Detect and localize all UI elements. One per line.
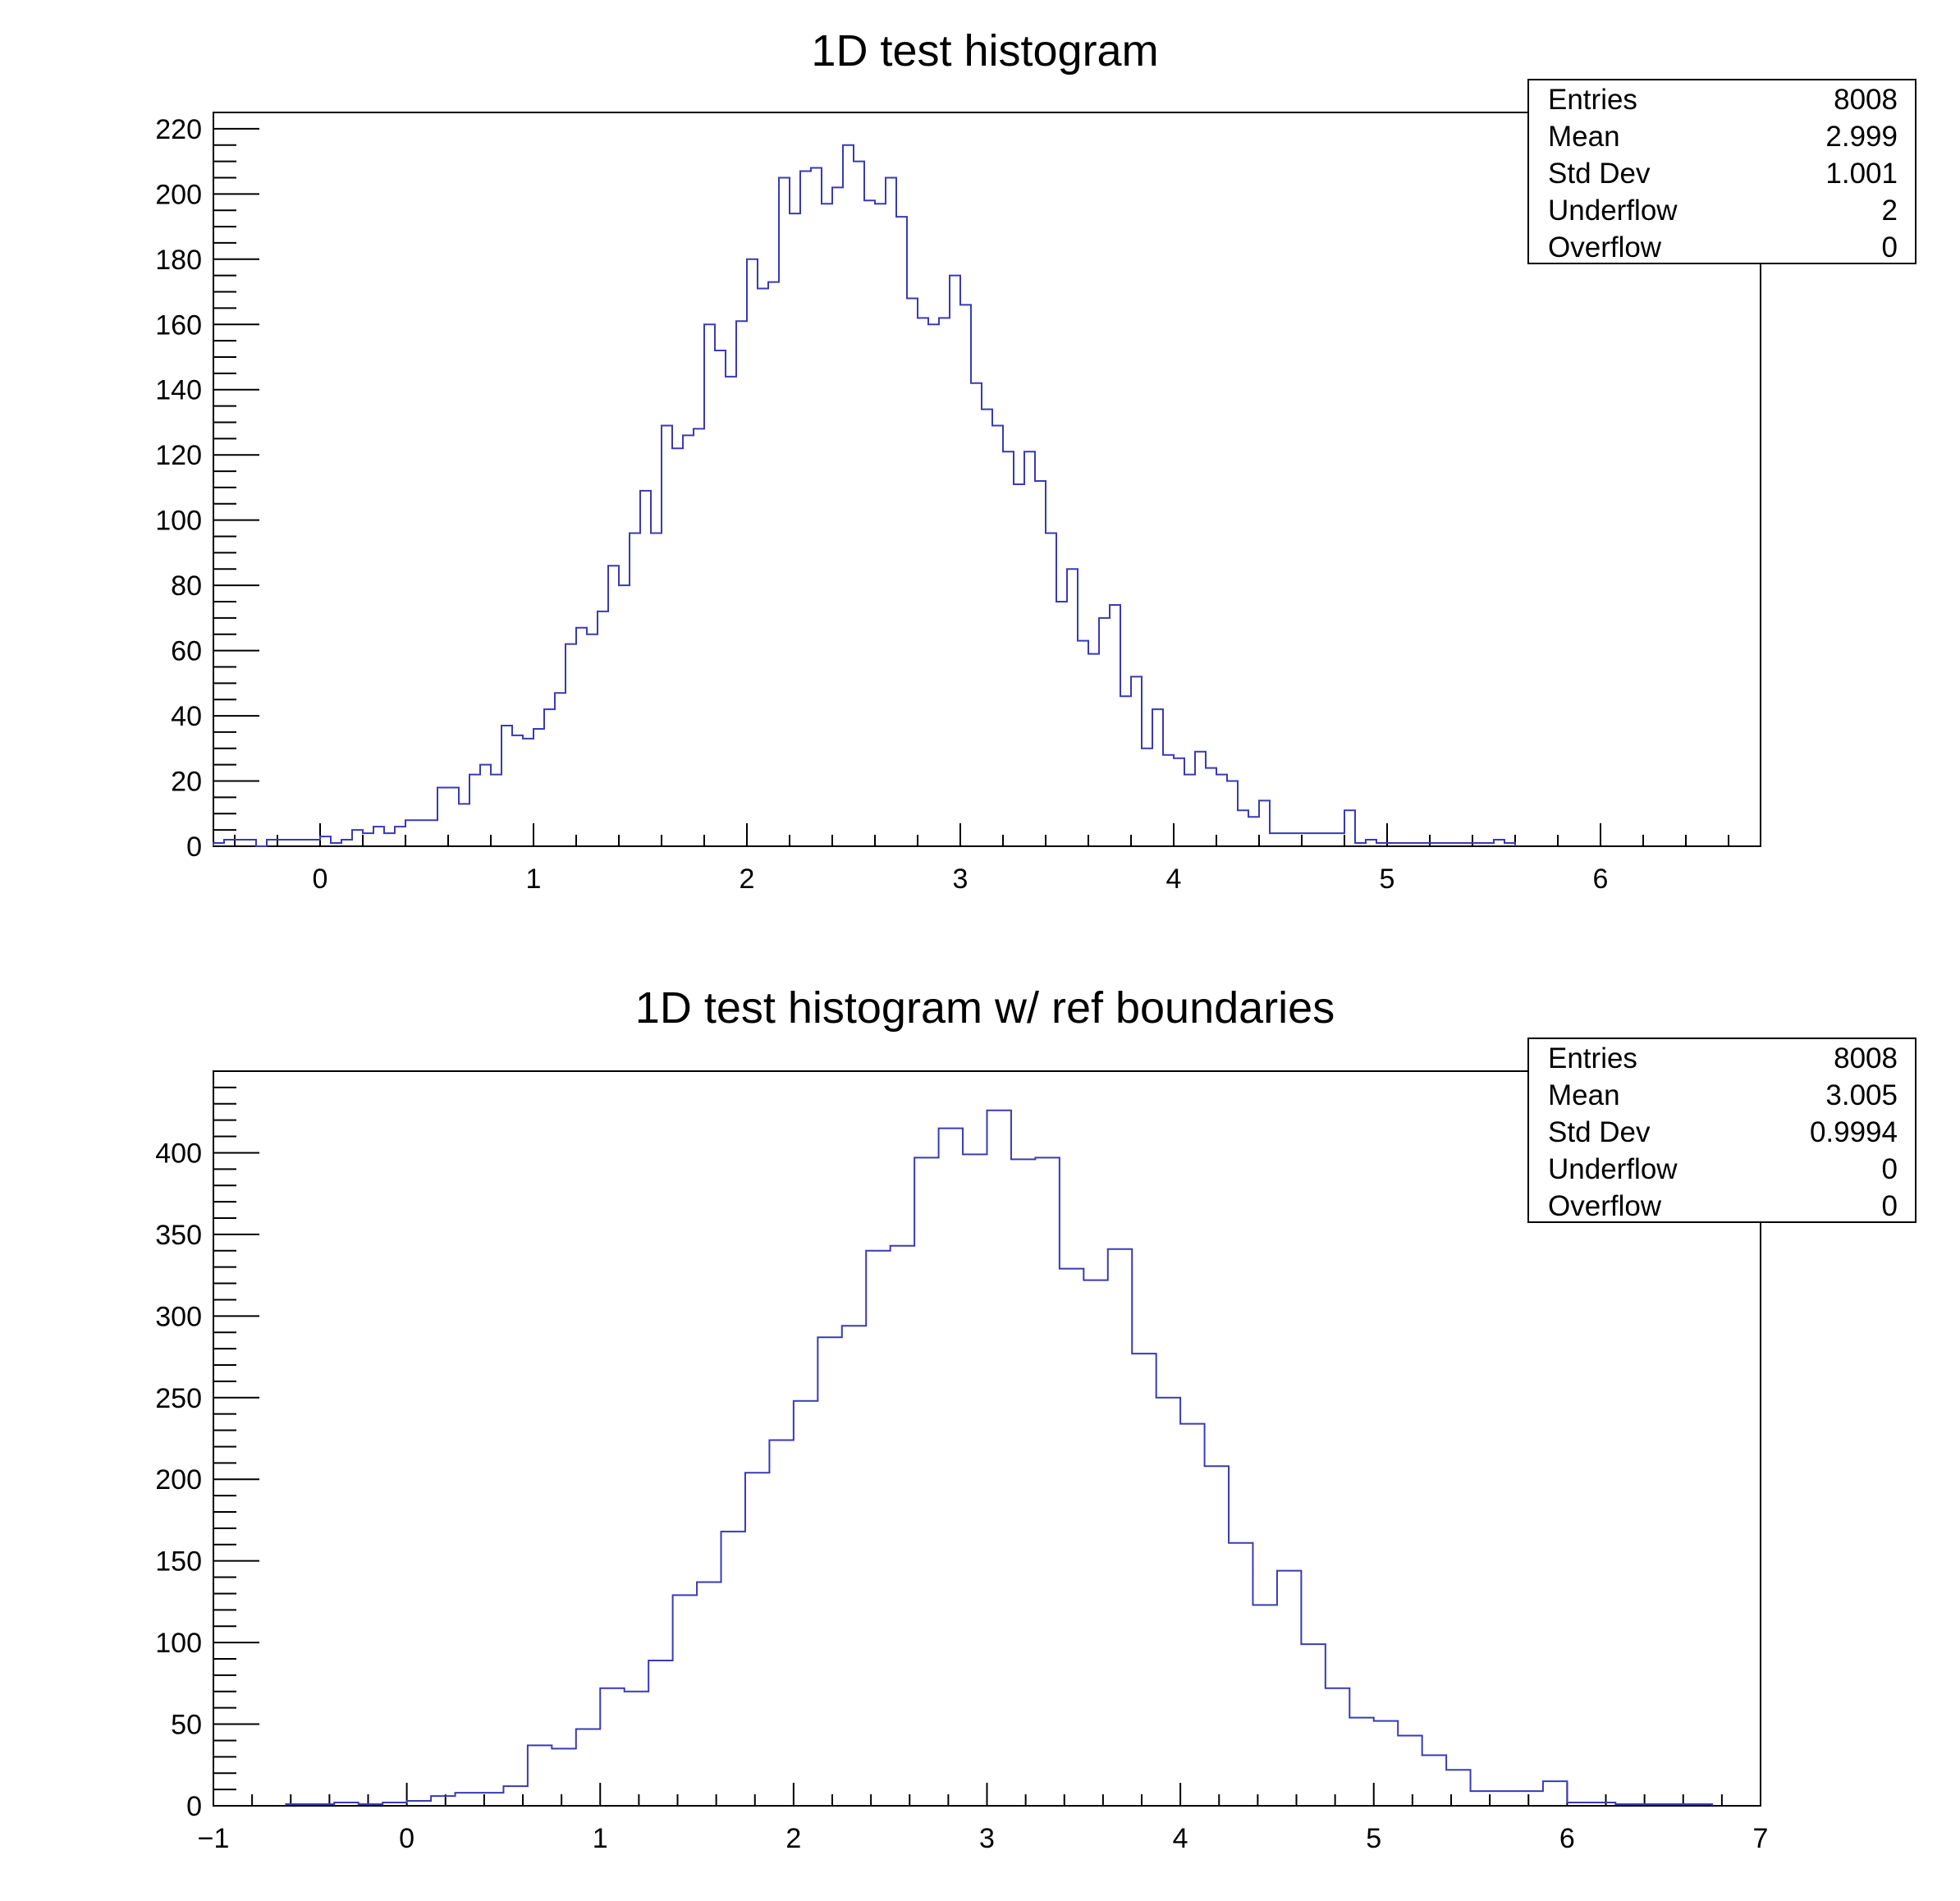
x-tick-label: 0 bbox=[399, 1823, 414, 1854]
x-tick-label: 6 bbox=[1559, 1823, 1575, 1854]
x-tick-label: 2 bbox=[740, 863, 755, 895]
y-tick-label: 100 bbox=[155, 506, 202, 537]
stats-value-mean: 2.999 bbox=[1825, 121, 1898, 153]
stats-label-entries: Entries bbox=[1548, 1042, 1637, 1074]
histogram-panel-2: 1D test histogram w/ ref boundaries 0501… bbox=[155, 983, 1916, 1854]
histogram-series bbox=[285, 1109, 1714, 1806]
x-tick-label: 3 bbox=[979, 1823, 995, 1854]
y-tick-label: 160 bbox=[155, 309, 202, 341]
x-tick-label: 5 bbox=[1366, 1823, 1381, 1854]
y-tick-label: 40 bbox=[171, 701, 202, 732]
y-tick-label: 180 bbox=[155, 245, 202, 276]
stats-value-mean: 3.005 bbox=[1825, 1079, 1898, 1111]
y-tick-label: 250 bbox=[155, 1383, 202, 1414]
stats-value-underflow: 2 bbox=[1882, 195, 1898, 227]
x-tick-label: 5 bbox=[1380, 863, 1395, 895]
x-tick-label: 1 bbox=[593, 1823, 608, 1854]
chart-title: 1D test histogram w/ ref boundaries bbox=[635, 983, 1335, 1033]
y-tick-label: 140 bbox=[155, 375, 202, 406]
y-axis: 0 50 100 150 200 250 300 350 400 bbox=[155, 1070, 259, 1822]
y-tick-label: 0 bbox=[186, 1791, 202, 1822]
y-tick-label: 300 bbox=[155, 1301, 202, 1332]
y-tick-label: 400 bbox=[155, 1138, 202, 1169]
x-tick-label: −1 bbox=[198, 1823, 230, 1854]
x-tick-label: 6 bbox=[1593, 863, 1609, 895]
histogram-series bbox=[213, 144, 1516, 847]
stats-label-std-dev: Std Dev bbox=[1548, 158, 1651, 190]
y-tick-label: 60 bbox=[171, 636, 202, 667]
stats-value-std-dev: 1.001 bbox=[1825, 158, 1898, 190]
x-tick-label: 7 bbox=[1753, 1823, 1769, 1854]
stats-value-std-dev: 0.9994 bbox=[1810, 1116, 1898, 1148]
y-tick-label: 220 bbox=[155, 114, 202, 145]
y-tick-label: 200 bbox=[155, 1464, 202, 1496]
x-axis: −1 0 1 2 3 4 5 6 7 bbox=[198, 1783, 1769, 1854]
y-tick-label: 150 bbox=[155, 1546, 202, 1578]
x-tick-label: 0 bbox=[313, 863, 328, 895]
y-tick-label: 200 bbox=[155, 179, 202, 210]
stats-value-entries: 8008 bbox=[1834, 84, 1898, 116]
y-tick-label: 120 bbox=[155, 440, 202, 471]
plot-frame bbox=[213, 112, 1761, 847]
x-tick-label: 4 bbox=[1166, 863, 1182, 895]
stats-label-entries: Entries bbox=[1548, 84, 1637, 116]
x-tick-label: 3 bbox=[953, 863, 969, 895]
y-tick-label: 0 bbox=[186, 831, 202, 863]
stats-box: Entries 8008 Mean 2.999 Std Dev 1.001 Un… bbox=[1527, 79, 1916, 264]
y-tick-label: 100 bbox=[155, 1628, 202, 1659]
stats-label-underflow: Underflow bbox=[1548, 1153, 1678, 1185]
stats-label-mean: Mean bbox=[1548, 1079, 1620, 1111]
histogram-panel-1: 1D test histogram 0204060801001201401601… bbox=[155, 26, 1916, 895]
x-tick-label: 2 bbox=[785, 1823, 801, 1854]
y-tick-label: 80 bbox=[171, 570, 202, 602]
stats-label-std-dev: Std Dev bbox=[1548, 1116, 1651, 1148]
stats-value-overflow: 0 bbox=[1882, 231, 1898, 263]
y-axis: 0 20 40 60 80 100 120 140 160 180 200 220 bbox=[155, 112, 259, 863]
stats-value-entries: 8008 bbox=[1834, 1042, 1898, 1074]
y-tick-label: 350 bbox=[155, 1220, 202, 1251]
chart-title: 1D test histogram bbox=[811, 26, 1158, 76]
stats-value-overflow: 0 bbox=[1882, 1190, 1898, 1222]
stats-label-overflow: Overflow bbox=[1548, 1190, 1662, 1222]
stats-label-mean: Mean bbox=[1548, 121, 1620, 153]
stats-value-underflow: 0 bbox=[1882, 1153, 1898, 1185]
x-tick-label: 1 bbox=[526, 863, 542, 895]
stats-label-overflow: Overflow bbox=[1548, 231, 1662, 263]
y-tick-label: 20 bbox=[171, 767, 202, 798]
x-axis: 0 1 2 3 4 5 6 bbox=[234, 823, 1729, 895]
y-tick-label: 50 bbox=[171, 1710, 202, 1741]
stats-box: Entries 8008 Mean 3.005 Std Dev 0.9994 U… bbox=[1527, 1038, 1916, 1223]
stats-label-underflow: Underflow bbox=[1548, 195, 1678, 227]
x-tick-label: 4 bbox=[1173, 1823, 1188, 1854]
